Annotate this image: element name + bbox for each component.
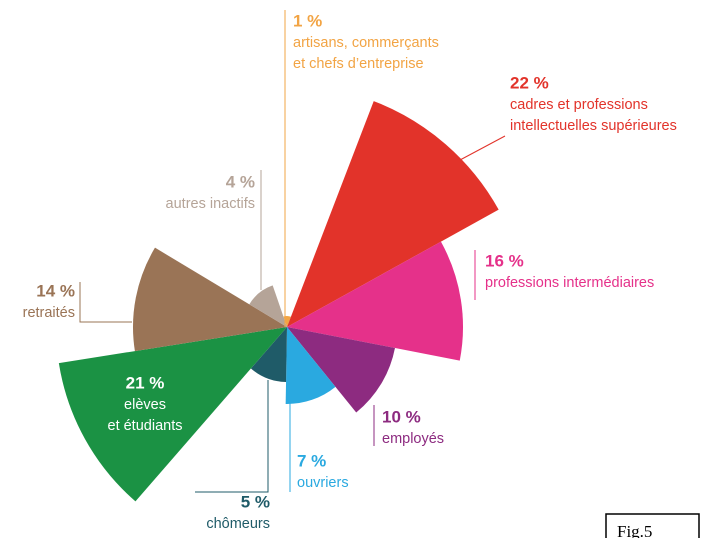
leader-line	[459, 135, 506, 161]
value-label: 22 %	[510, 73, 549, 92]
category-label: employés	[382, 431, 444, 447]
figure-box	[605, 513, 700, 538]
sector	[58, 327, 287, 502]
figure-label: Fig.5	[617, 522, 652, 538]
category-label: elèves	[124, 397, 166, 413]
leader-line	[79, 282, 132, 323]
category-label: artisans, commerçants	[293, 35, 439, 51]
category-label: cadres et professions	[510, 97, 648, 113]
value-label: 5 %	[241, 492, 270, 511]
category-label: professions intermédiaires	[485, 275, 654, 291]
sector	[287, 327, 395, 413]
value-label: 4 %	[226, 172, 255, 191]
category-label: retraités	[23, 305, 75, 321]
category-label: ouvriers	[297, 475, 349, 491]
value-label: 16 %	[485, 251, 524, 270]
sector	[285, 327, 336, 404]
sector	[287, 241, 464, 361]
category-label: et chefs d’entreprise	[293, 56, 424, 72]
category-label: et étudiants	[108, 418, 183, 434]
sector	[287, 101, 499, 327]
leader-line	[195, 380, 269, 493]
category-label: intellectuelles supérieures	[510, 118, 677, 134]
value-label: 21 %	[126, 373, 165, 392]
value-label: 10 %	[382, 407, 421, 426]
category-label: autres inactifs	[166, 196, 255, 212]
category-label: chômeurs	[206, 516, 270, 532]
value-label: 7 %	[297, 451, 326, 470]
sector	[133, 247, 287, 352]
sector	[249, 285, 287, 327]
value-label: 14 %	[36, 281, 75, 300]
value-label: 1 %	[293, 11, 322, 30]
sector	[250, 327, 287, 382]
